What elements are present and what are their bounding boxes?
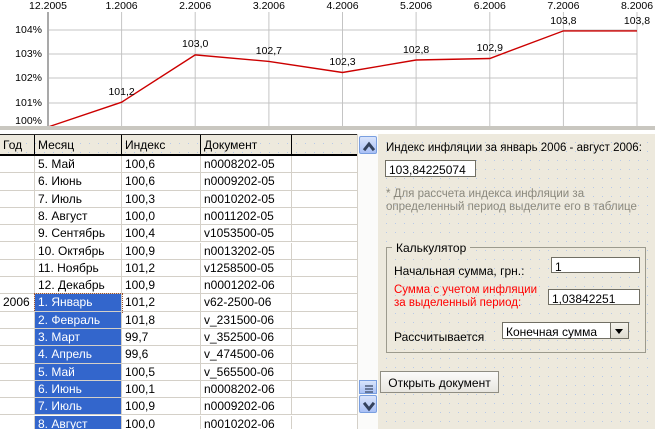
svg-text:103%: 103% [15,48,42,60]
svg-text:2.2006: 2.2006 [179,0,211,12]
svg-text:101,2: 101,2 [108,86,134,98]
svg-text:103,8: 103,8 [624,15,650,27]
svg-text:5.2006: 5.2006 [400,0,432,12]
svg-text:12.2005: 12.2005 [29,0,67,12]
svg-text:3.2006: 3.2006 [253,0,285,12]
svg-text:1.2006: 1.2006 [106,0,138,12]
svg-text:6.2006: 6.2006 [474,0,506,12]
svg-text:104%: 104% [15,24,42,36]
svg-text:103,8: 103,8 [550,15,576,27]
svg-text:4.2006: 4.2006 [326,0,358,12]
svg-text:101%: 101% [15,97,42,109]
svg-text:102,8: 102,8 [403,44,429,56]
svg-text:8.2006: 8.2006 [621,0,653,12]
svg-text:7.2006: 7.2006 [547,0,579,12]
svg-text:103,0: 103,0 [182,38,208,50]
svg-text:102%: 102% [15,72,42,84]
svg-text:102,3: 102,3 [329,56,355,68]
svg-text:102,7: 102,7 [256,45,282,57]
svg-text:102,9: 102,9 [477,42,503,54]
